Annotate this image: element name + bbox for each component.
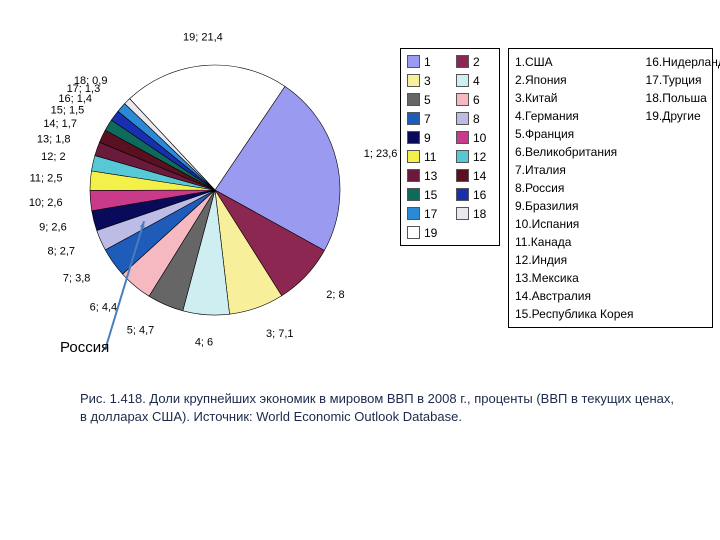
legend-color-label: 10 [473,132,486,144]
legend-color-label: 14 [473,170,486,182]
legend-name-item: 11.Канада [515,233,634,251]
legend-color-item-2: 2 [456,55,493,68]
slice-label-1: 1; 23,6 [364,148,398,160]
figure-caption: Рис. 1.418. Доли крупнейших экономик в м… [80,390,680,425]
legend-color-item-6: 6 [456,93,493,106]
pie-chart: 1; 23,62; 83; 7,14; 65; 4,76; 4,47; 3,88… [75,50,355,330]
legend-name-item: 15.Республика Корея [515,305,634,323]
legend-name-item: 18.Польша [646,89,720,107]
legend-color-label: 12 [473,151,486,163]
legend-swatch-14 [456,169,469,182]
legend-color-item-5: 5 [407,93,444,106]
legend-color-label: 6 [473,94,480,106]
legend-swatch-11 [407,150,420,163]
legend-color-label: 11 [424,151,436,163]
legend-swatch-3 [407,74,420,87]
slice-label-6: 6; 4,4 [90,302,118,314]
legend-swatch-2 [456,55,469,68]
legend-name-item: 8.Россия [515,179,634,197]
legend-swatch-15 [407,188,420,201]
legend-swatch-19 [407,226,420,239]
legend-name-item: 9.Бразилия [515,197,634,215]
legend-name-item: 4.Германия [515,107,634,125]
legend-names: 1.США2.Япония3.Китай4.Германия5.Франция6… [508,48,713,328]
slice-label-13: 13; 1,8 [37,133,71,145]
slice-label-5: 5; 4,7 [127,324,155,336]
slice-label-19: 19; 21,4 [183,31,223,43]
legend-name-item: 3.Китай [515,89,634,107]
legend-color-label: 18 [473,208,486,220]
legend-color-item-12: 12 [456,150,493,163]
legend-swatch-8 [456,112,469,125]
legend-color-item-7: 7 [407,112,444,125]
legend-color-label: 7 [424,113,431,125]
legend-swatch-4 [456,74,469,87]
legend-color-label: 4 [473,75,480,87]
legend-color-item-15: 15 [407,188,444,201]
legend-name-item: 19.Другие [646,107,720,125]
legend-name-item: 10.Испания [515,215,634,233]
legend-swatch-10 [456,131,469,144]
legend-name-item: 2.Япония [515,71,634,89]
slice-label-4: 4; 6 [195,337,213,349]
legend-swatch-13 [407,169,420,182]
legend-color-label: 3 [424,75,431,87]
legend-color-item-18: 18 [456,207,493,220]
legend-color-label: 17 [424,208,437,220]
legend-color-item-10: 10 [456,131,493,144]
legend-swatch-9 [407,131,420,144]
legend-color-item-13: 13 [407,169,444,182]
legend-color-item-1: 1 [407,55,444,68]
legend-color-item-14: 14 [456,169,493,182]
legend-swatch-6 [456,93,469,106]
legend-color-label: 16 [473,189,486,201]
legend-name-item: 13.Мексика [515,269,634,287]
legend-color-item-4: 4 [456,74,493,87]
legend-color-item-17: 17 [407,207,444,220]
slice-label-18: 18; 0,9 [74,75,108,87]
legend-color-label: 9 [424,132,431,144]
legend-color-item-19: 19 [407,226,493,239]
legend-color-label: 5 [424,94,431,106]
legend-swatch-12 [456,150,469,163]
legend-color-item-11: 11 [407,150,444,163]
legend-name-item: 5.Франция [515,125,634,143]
legend-color-label: 13 [424,170,437,182]
slice-label-10: 10; 2,6 [29,197,63,209]
legend-color-label: 19 [424,227,437,239]
legend-swatch-7 [407,112,420,125]
stage: 1; 23,6 2; 8 3; 7,1 4; 6 5; 4,7 6; 4,4 7; 3,8 8… [0,0,720,540]
legend-swatch-5 [407,93,420,106]
legend-name-item: 16.Нидерланды [646,53,720,71]
legend-swatch-18 [456,207,469,220]
slice-label-2: 2; 8 [326,289,344,301]
legend-name-item: 1.США [515,53,634,71]
slice-label-15: 15; 1,5 [51,104,85,116]
legend-color-label: 2 [473,56,480,68]
callout-label: Россия [60,340,110,356]
slice-label-9: 9; 2,6 [39,222,67,234]
legend-name-item: 7.Италия [515,161,634,179]
legend-color-item-9: 9 [407,131,444,144]
legend-color-label: 1 [424,56,431,68]
slice-label-7: 7; 3,8 [63,273,91,285]
slice-label-12: 12; 2 [41,151,65,163]
legend-swatch-1 [407,55,420,68]
legend-color-item-3: 3 [407,74,444,87]
legend-name-item: 12.Индия [515,251,634,269]
slice-label-8: 8; 2,7 [47,246,75,258]
legend-name-item: 17.Турция [646,71,720,89]
legend-name-item: 6.Великобритания [515,143,634,161]
legend-color-item-8: 8 [456,112,493,125]
legend-colors: 12345678910111213141516171819 [400,48,500,246]
slice-label-3: 3; 7,1 [266,328,294,340]
legend-color-label: 8 [473,113,480,125]
legend-color-label: 15 [424,189,437,201]
legend-name-item: 14.Австралия [515,287,634,305]
legend-swatch-16 [456,188,469,201]
slice-label-11: 11; 2,5 [30,172,63,184]
legend-color-item-16: 16 [456,188,493,201]
legend-swatch-17 [407,207,420,220]
slice-label-14: 14; 1,7 [43,118,77,130]
